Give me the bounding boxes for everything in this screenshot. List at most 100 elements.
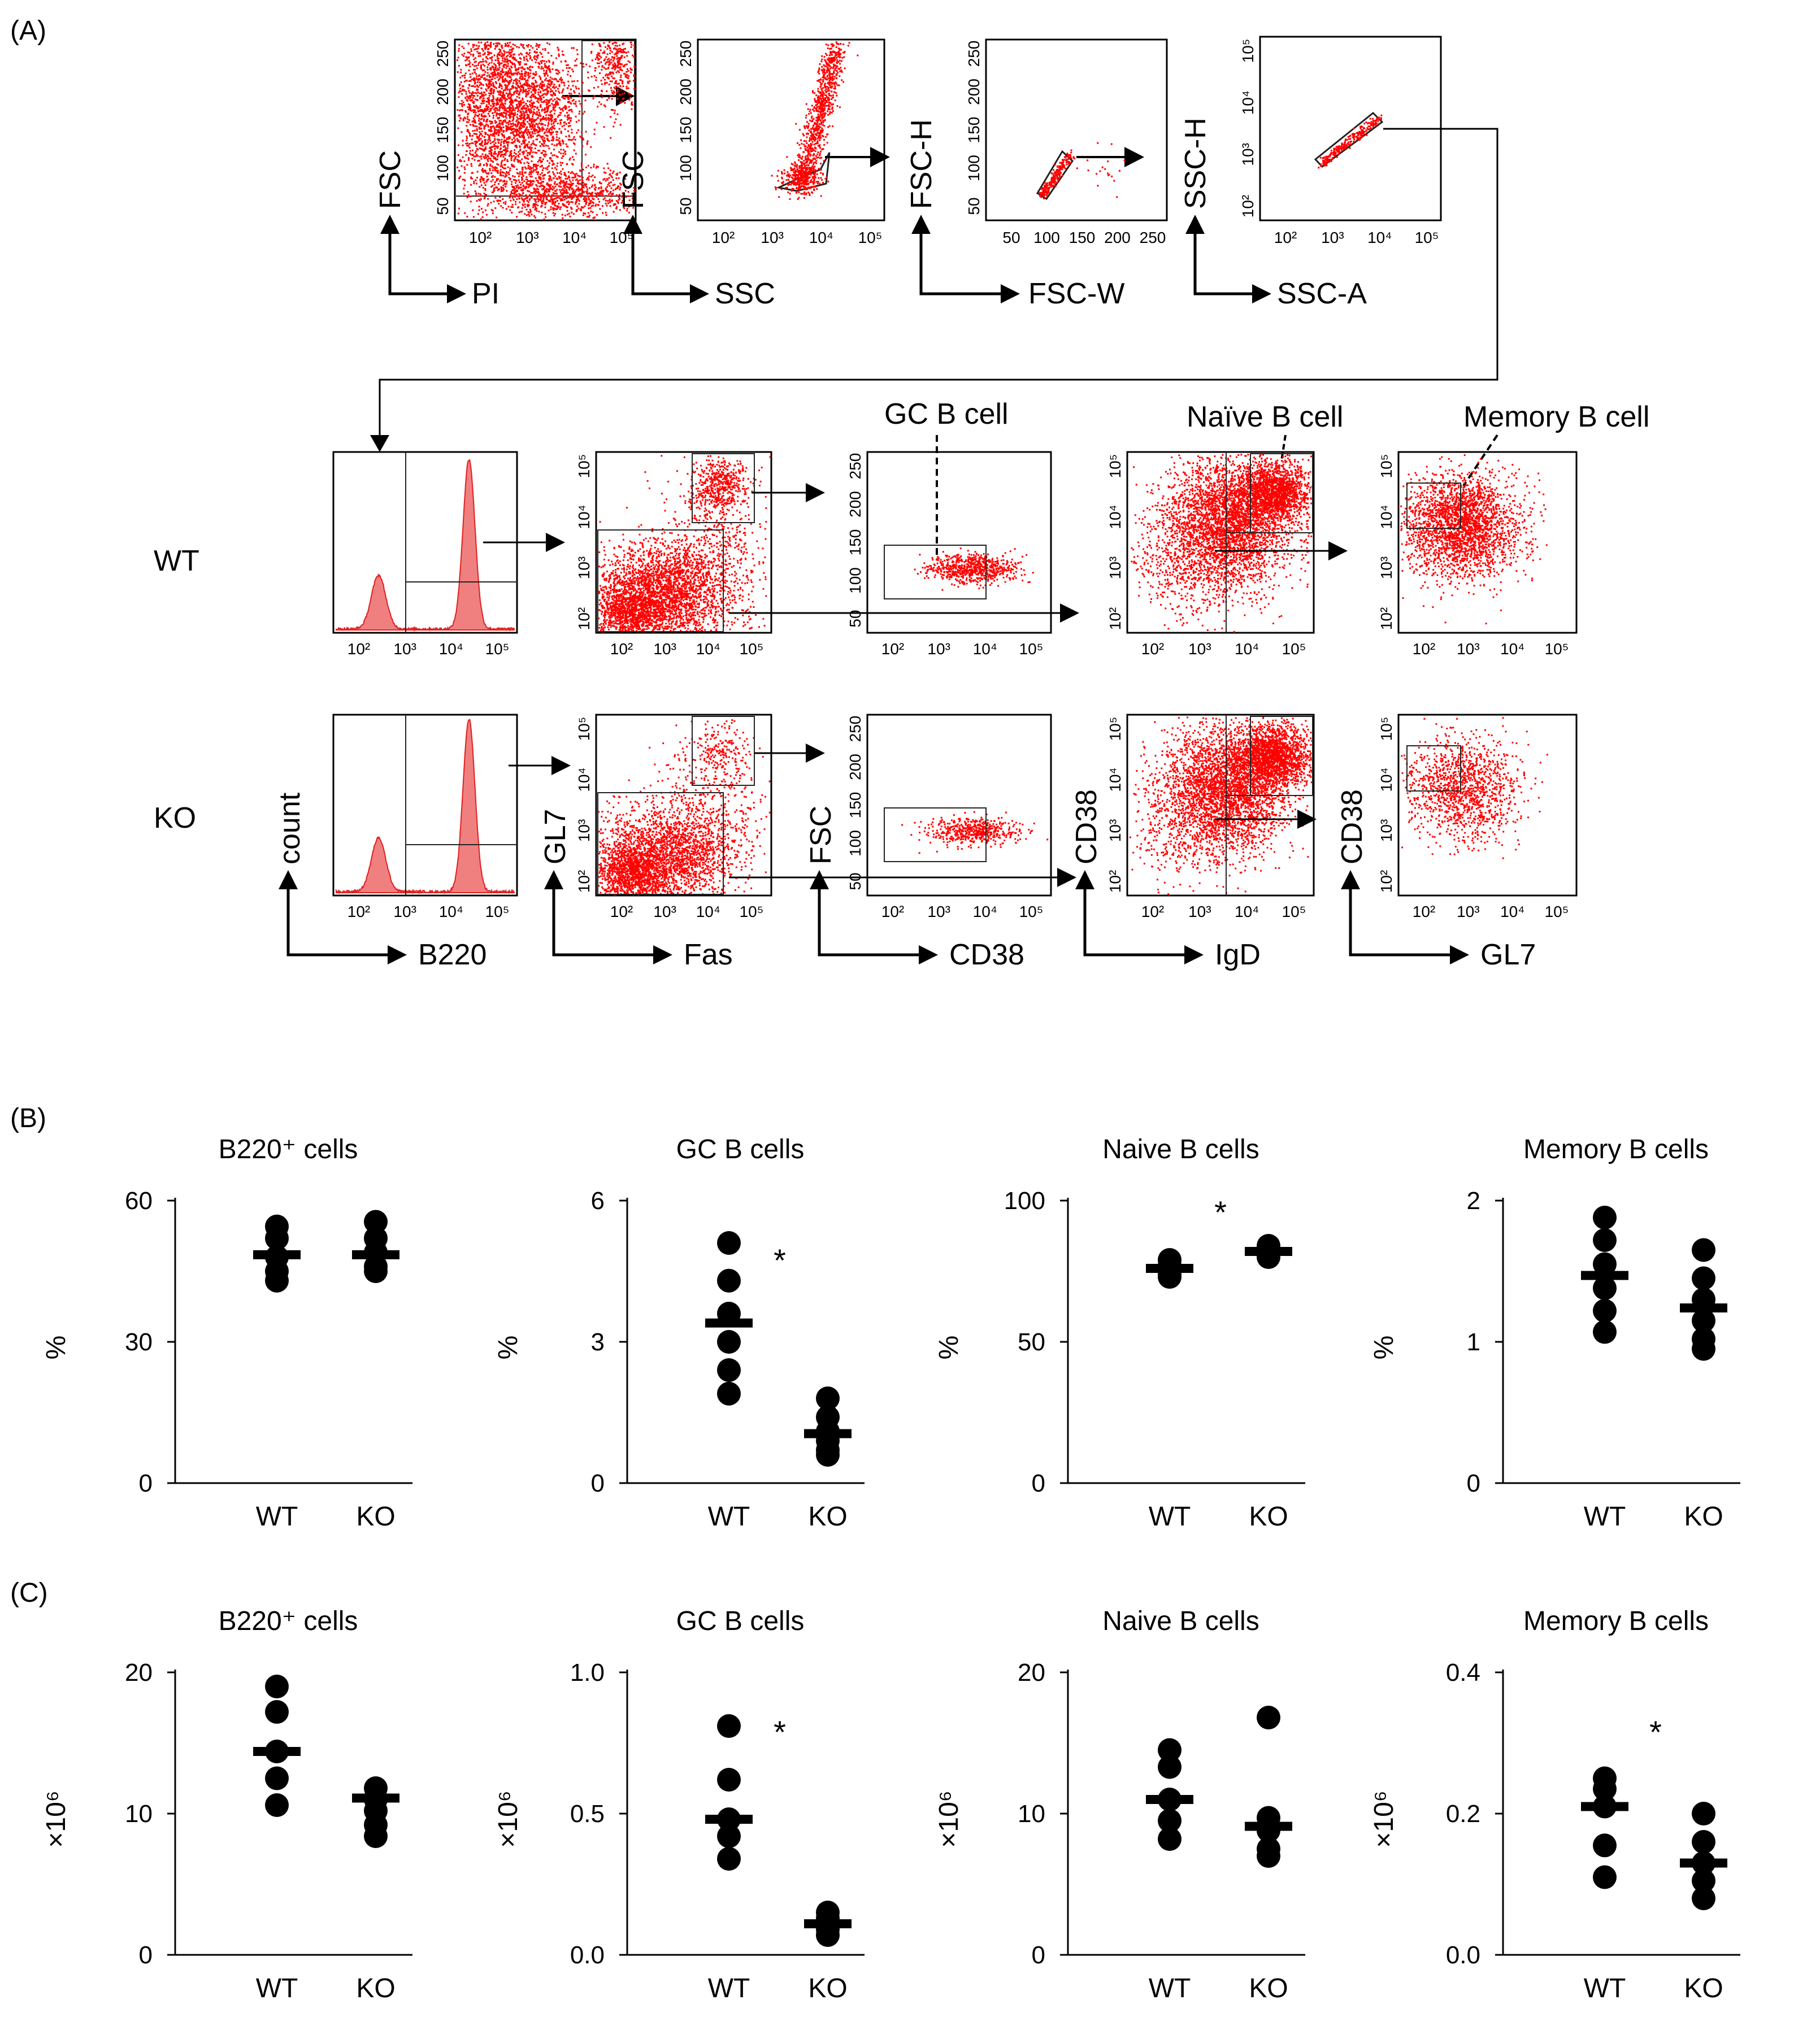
data-point (265, 1793, 289, 1817)
x-axis-label: GL7 (1480, 938, 1536, 971)
y-tick-label: 100 (1004, 1187, 1045, 1215)
x-tick-label: 10² (881, 640, 904, 658)
gate-label-memory: Memory B cell (1463, 401, 1649, 433)
y-tick-label: 250 (846, 453, 864, 480)
y-tick-label: 2 (1467, 1187, 1480, 1215)
data-point (1593, 1252, 1617, 1276)
chart-title: Memory B cells (1523, 1134, 1709, 1164)
significance-star: * (774, 1714, 786, 1750)
x-tick-label: 10⁴ (809, 229, 833, 246)
data-point (1593, 1833, 1617, 1858)
x-tick-label: 10³ (1188, 903, 1211, 920)
data-point (1257, 1844, 1280, 1868)
data-point (1692, 1238, 1715, 1262)
data-point (265, 1268, 289, 1293)
x-tick-label: 10² (1274, 229, 1297, 246)
summary-panels: B220⁺ cells 0 30 60% WT KO GC B cells 0 3 6% WT KO *… (41, 1134, 1740, 2003)
x-tick-label: 10³ (653, 903, 676, 920)
x-tick-label: 10³ (1457, 640, 1479, 658)
gating-rows-wt-ko: 10² 10³ 10⁴ 10⁵ 10² 10³ 10⁴ 10⁵ 10⁵ 10⁴ 10³ 10² 10² 1… (273, 451, 1578, 971)
data-point (265, 1700, 289, 1724)
y-tick-label: 10⁵ (1106, 717, 1124, 741)
mean-bar (804, 1919, 852, 1928)
y-tick-label: 10 (125, 1800, 153, 1828)
x-tick-label: KO (1684, 1973, 1723, 2003)
x-tick-label: 10⁵ (1545, 903, 1569, 920)
y-tick-label: 20 (125, 1659, 153, 1686)
x-tick-label: WT (1149, 1502, 1191, 1532)
x-tick-label: 10⁴ (562, 229, 587, 246)
data-point (717, 1381, 741, 1406)
x-tick-label: KO (356, 1973, 395, 2003)
y-axis-label: FSC (617, 150, 650, 209)
y-tick-label: 10² (1106, 870, 1124, 893)
x-tick-label: 50 (1002, 229, 1020, 246)
mean-bar (1680, 1858, 1727, 1868)
x-axis-label: CD38 (949, 938, 1024, 971)
row-label-wt: WT (154, 545, 199, 577)
data-point (717, 1358, 741, 1382)
x-tick-label: 10³ (761, 229, 783, 246)
x-tick-label: WT (1584, 1973, 1626, 2003)
y-axis-label: ×10⁶ (41, 1790, 71, 1848)
x-tick-label: 10³ (1457, 903, 1479, 920)
y-tick-label: 10² (1239, 195, 1257, 218)
y-tick-label: 10⁵ (575, 454, 593, 479)
x-tick-label: 10³ (653, 640, 676, 658)
data-point (265, 1226, 289, 1250)
x-tick-label: WT (708, 1502, 750, 1532)
y-tick-label: 0 (591, 1470, 605, 1497)
x-axis-label: IgD (1215, 938, 1261, 971)
data-point (1692, 1337, 1715, 1361)
y-tick-label: 50 (677, 197, 694, 215)
x-tick-label: WT (708, 1973, 750, 2003)
chart-B-3: Memory B cells 0 1 2% WT KO (1369, 1134, 1740, 1532)
y-tick-label: 10² (1378, 607, 1395, 630)
panel-label-c: (C) (10, 1578, 48, 1608)
x-tick-label: 10⁵ (1282, 903, 1306, 920)
x-tick-label: 10² (712, 229, 735, 246)
x-tick-label: 10⁴ (973, 640, 997, 658)
y-axis-label: GL7 (539, 809, 572, 864)
y-tick-label: 50 (1018, 1328, 1045, 1356)
y-tick-label: 150 (677, 117, 694, 144)
data-point (1158, 1755, 1182, 1779)
y-tick-label: 1 (1467, 1328, 1480, 1356)
y-tick-label: 50 (965, 197, 983, 215)
y-tick-label: 0.2 (1446, 1800, 1480, 1828)
y-tick-label: 10⁴ (1378, 767, 1395, 792)
gating-plot-0-4 (1397, 451, 1578, 634)
plot-ssc-fsc (697, 38, 885, 221)
x-tick-label: 10⁴ (1235, 640, 1259, 658)
data-point (364, 1824, 388, 1848)
gating-plot-0-2 (866, 451, 1052, 634)
y-tick-label: 250 (434, 41, 451, 67)
chart-B-2: Naive B cells 0 50 100% WT KO * (934, 1134, 1305, 1532)
x-tick-label: 10⁵ (1019, 903, 1044, 920)
y-tick-label: 10³ (575, 819, 593, 842)
gate-label-gc: GC B cell (884, 398, 1009, 431)
x-tick-label: 10⁵ (1019, 640, 1044, 658)
y-tick-label: 10⁵ (575, 717, 593, 741)
x-tick-label: 10⁴ (1235, 903, 1259, 920)
panel-label-a: (A) (10, 16, 46, 46)
x-tick-label: 10² (881, 903, 904, 920)
gating-row-1-labels: 10² 10³ 10⁴ 10⁵ 250 200 150 100 50 PI FSC 10² 10³ 10⁴… (374, 39, 1439, 310)
y-tick-label: 10³ (1378, 557, 1395, 579)
data-point (1593, 1206, 1617, 1229)
y-tick-label: 200 (677, 79, 694, 105)
x-tick-label: KO (1249, 1973, 1288, 2003)
data-point (717, 1768, 741, 1792)
y-tick-label: 20 (1018, 1659, 1045, 1686)
mean-bar (1581, 1271, 1628, 1280)
data-point (717, 1847, 741, 1871)
data-point (717, 1268, 741, 1293)
y-tick-label: 10⁴ (1378, 505, 1395, 529)
data-point (1593, 1276, 1617, 1300)
gating-row-1 (370, 36, 1498, 452)
y-tick-label: 100 (846, 830, 864, 857)
data-point (265, 1766, 289, 1790)
data-point (1593, 1299, 1617, 1323)
x-tick-label: 10³ (393, 903, 416, 920)
data-point (816, 1923, 840, 1947)
